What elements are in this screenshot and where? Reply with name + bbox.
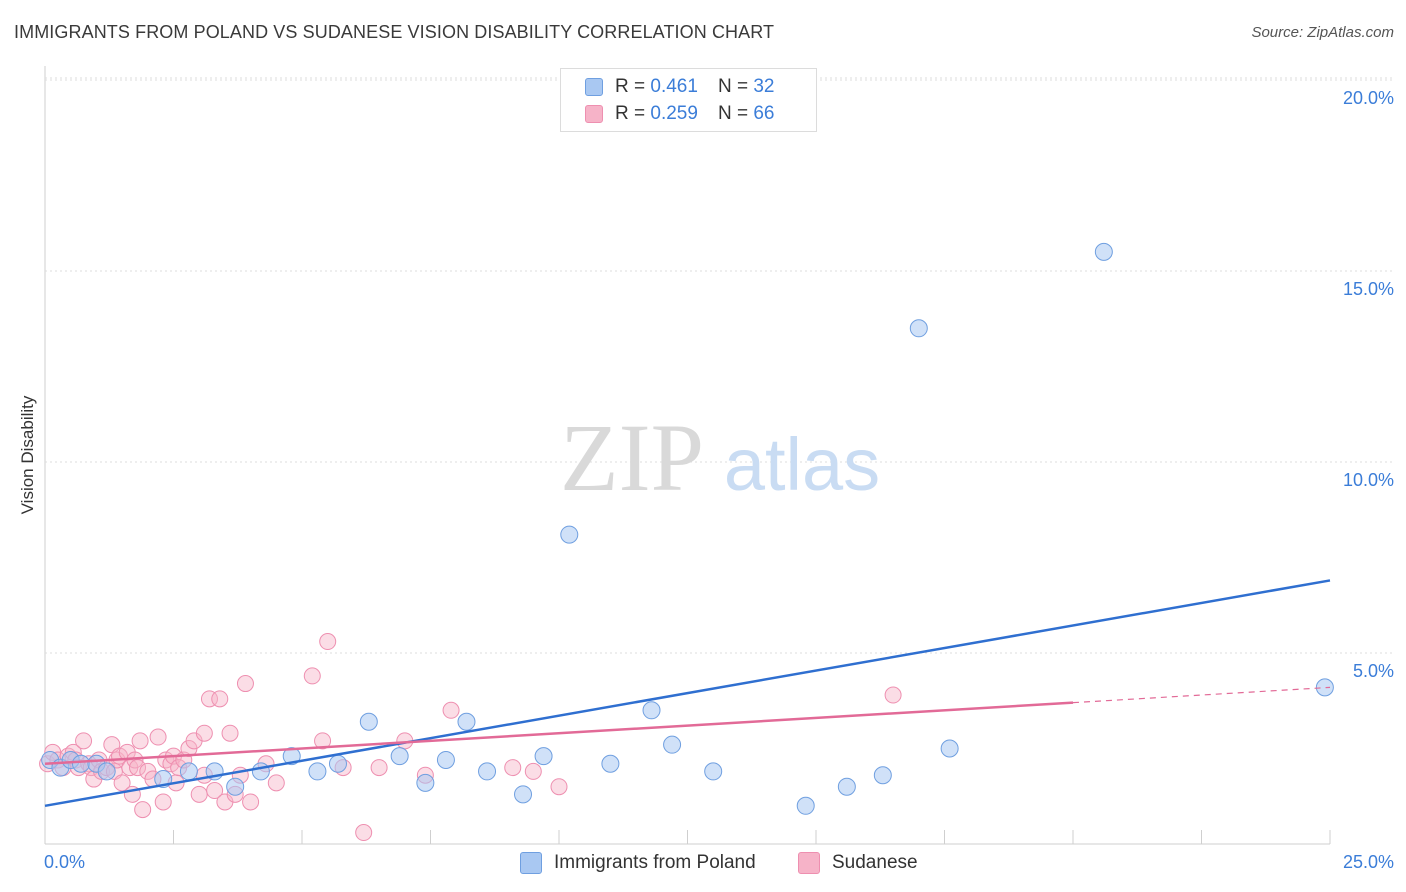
sudanese-point bbox=[134, 801, 152, 819]
y-tick-label: 20.0% bbox=[1342, 88, 1394, 108]
poland-point bbox=[457, 712, 476, 731]
poland-points bbox=[41, 242, 1334, 815]
sudanese-point bbox=[267, 774, 285, 792]
poland-point bbox=[560, 525, 579, 544]
poland-point bbox=[226, 777, 245, 796]
sudanese-legend-label: Sudanese bbox=[832, 852, 918, 873]
poland-point bbox=[796, 796, 815, 815]
sudanese-point bbox=[242, 793, 260, 811]
poland-point bbox=[71, 754, 90, 773]
sudanese-point bbox=[154, 793, 172, 811]
sudanese-points bbox=[39, 633, 902, 842]
x-tick-max: 25.0% bbox=[1342, 852, 1394, 872]
sudanese-point bbox=[113, 774, 131, 792]
sudanese-point bbox=[884, 686, 902, 704]
sudanese-point bbox=[200, 690, 218, 708]
chart-title: IMMIGRANTS FROM POLAND VS SUDANESE VISIO… bbox=[14, 22, 775, 42]
n-label: N = bbox=[717, 103, 749, 124]
watermark-zip: ZIP bbox=[560, 404, 704, 511]
poland-point bbox=[359, 712, 378, 731]
sudanese-point bbox=[303, 667, 321, 685]
poland-point bbox=[534, 747, 553, 766]
sudanese-point bbox=[129, 759, 147, 777]
poland-point bbox=[416, 773, 435, 792]
r-label: R = bbox=[615, 76, 646, 97]
poland-n-value: 32 bbox=[753, 76, 775, 97]
sudanese-point bbox=[442, 701, 460, 719]
sudanese-swatch bbox=[585, 105, 603, 123]
poland-point bbox=[1315, 678, 1334, 697]
poland-point bbox=[909, 319, 928, 338]
sudanese-point bbox=[206, 782, 224, 800]
sudanese-point bbox=[221, 724, 239, 742]
poland-point bbox=[642, 701, 661, 720]
poland-point bbox=[704, 762, 723, 781]
x-tick-min: 0.0% bbox=[44, 852, 86, 872]
y-tick-label: 15.0% bbox=[1342, 279, 1394, 299]
grid-lines bbox=[44, 66, 1395, 845]
poland-swatch bbox=[585, 78, 603, 96]
sudanese-trend-line bbox=[44, 701, 1074, 766]
sudanese-point bbox=[314, 732, 332, 750]
poland-point bbox=[1094, 242, 1113, 261]
sudanese-point bbox=[75, 732, 93, 750]
bottom-legend-sudanese: Sudanese bbox=[798, 852, 918, 874]
poland-legend-label: Immigrants from Poland bbox=[554, 852, 756, 873]
sudanese-point bbox=[131, 732, 149, 750]
sudanese-trend-extension bbox=[1072, 686, 1331, 704]
sudanese-point bbox=[211, 690, 229, 708]
sudanese-point bbox=[149, 728, 167, 746]
r-label: R = bbox=[615, 103, 646, 124]
poland-trend-line bbox=[44, 579, 1331, 808]
poland-point bbox=[478, 762, 497, 781]
source-label: Source: ZipAtlas.com bbox=[1251, 24, 1394, 41]
poland-point bbox=[328, 754, 347, 773]
stats-legend: R = 0.461 N = 32 R = 0.259 N = 66 bbox=[560, 68, 817, 132]
poland-point bbox=[390, 747, 409, 766]
sudanese-r-value: 0.259 bbox=[650, 103, 698, 124]
poland-point bbox=[308, 762, 327, 781]
poland-point bbox=[97, 762, 116, 781]
poland-point bbox=[179, 762, 198, 781]
poland-r-value: 0.461 bbox=[650, 76, 698, 97]
sudanese-point bbox=[319, 633, 337, 651]
legend-row-sudanese: R = 0.259 N = 66 bbox=[585, 101, 774, 127]
poland-point bbox=[940, 739, 959, 758]
poland-point bbox=[601, 754, 620, 773]
bottom-legend-poland: Immigrants from Poland bbox=[520, 852, 756, 874]
legend-row-poland: R = 0.461 N = 32 bbox=[585, 74, 774, 100]
sudanese-point bbox=[524, 762, 542, 780]
sudanese-point bbox=[550, 778, 568, 796]
poland-point bbox=[514, 785, 533, 804]
poland-point bbox=[873, 766, 892, 785]
y-tick-label: 5.0% bbox=[1352, 661, 1394, 681]
poland-point bbox=[837, 777, 856, 796]
poland-legend-swatch bbox=[520, 852, 542, 874]
sudanese-point bbox=[370, 759, 388, 777]
n-label: N = bbox=[717, 76, 749, 97]
poland-point bbox=[251, 762, 270, 781]
poland-point bbox=[436, 750, 455, 769]
sudanese-point bbox=[504, 759, 522, 777]
sudanese-legend-swatch bbox=[798, 852, 820, 874]
poland-point bbox=[663, 735, 682, 754]
trend-lines bbox=[44, 579, 1331, 808]
sudanese-n-value: 66 bbox=[753, 103, 775, 124]
sudanese-point bbox=[355, 824, 373, 842]
sudanese-point bbox=[195, 724, 213, 742]
poland-point bbox=[282, 747, 301, 766]
watermark-atlas: atlas bbox=[724, 423, 880, 506]
sudanese-point bbox=[190, 785, 208, 803]
y-tick-label: 10.0% bbox=[1342, 470, 1394, 490]
sudanese-point bbox=[236, 675, 254, 693]
